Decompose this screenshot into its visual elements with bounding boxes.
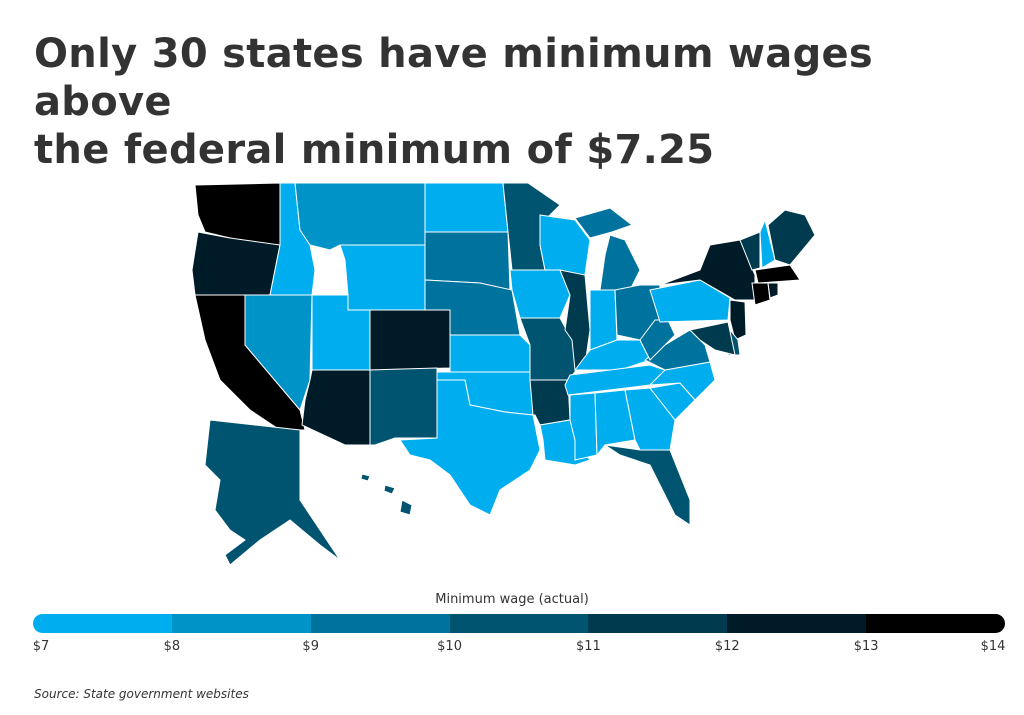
state-PA xyxy=(649,279,731,323)
state-RI xyxy=(767,282,779,299)
state-NJ xyxy=(729,299,747,341)
legend-title: Minimum wage (actual) xyxy=(435,592,589,607)
legend-swatch-3 xyxy=(449,614,589,633)
state-CT xyxy=(751,282,771,306)
state-IA xyxy=(509,269,571,319)
legend-tick-label: $7 xyxy=(32,639,50,654)
legend-color-bar xyxy=(33,614,1005,633)
state-NM xyxy=(369,367,438,446)
legend-tick-label: $9 xyxy=(302,639,319,654)
state-WV xyxy=(639,319,676,361)
state-MI xyxy=(574,207,634,239)
state-MA xyxy=(754,264,801,284)
state-AZ xyxy=(301,369,371,446)
legend-tick-label: $11 xyxy=(576,639,601,654)
legend-tick-label: $13 xyxy=(853,639,879,654)
state-KS xyxy=(449,334,531,373)
source-note: Source: State government websites xyxy=(34,687,249,701)
legend-swatch-2 xyxy=(310,614,450,633)
state-AK xyxy=(204,419,341,566)
state-MI-lower xyxy=(599,234,641,291)
legend-swatch-0 xyxy=(33,614,172,633)
state-MT xyxy=(294,182,426,251)
legend-swatch-1 xyxy=(171,614,311,633)
state-TX xyxy=(399,379,541,516)
state-AL xyxy=(594,389,636,457)
state-HI-islands xyxy=(383,484,396,495)
state-AR xyxy=(529,379,571,426)
legend-swatch-6 xyxy=(866,614,1005,633)
state-ND xyxy=(424,182,509,233)
legend-swatch-4 xyxy=(588,614,728,633)
legend-tick-label: $8 xyxy=(163,639,181,654)
state-CO xyxy=(369,309,451,371)
legend-tick-label: $12 xyxy=(714,639,740,654)
page-title: Only 30 states have minimum wages above … xyxy=(34,31,874,173)
legend-swatch-5 xyxy=(727,614,867,633)
state-FL xyxy=(604,444,691,526)
state-VT xyxy=(739,231,761,271)
state-ME xyxy=(767,209,816,266)
state-WY xyxy=(339,244,426,311)
state-HI-islands-west xyxy=(360,473,371,482)
state-MD xyxy=(688,321,736,356)
state-HI xyxy=(399,499,413,516)
legend-tick-label: $10 xyxy=(437,639,462,654)
state-NY xyxy=(659,239,756,301)
legend-tick-label: $14 xyxy=(980,639,1006,654)
